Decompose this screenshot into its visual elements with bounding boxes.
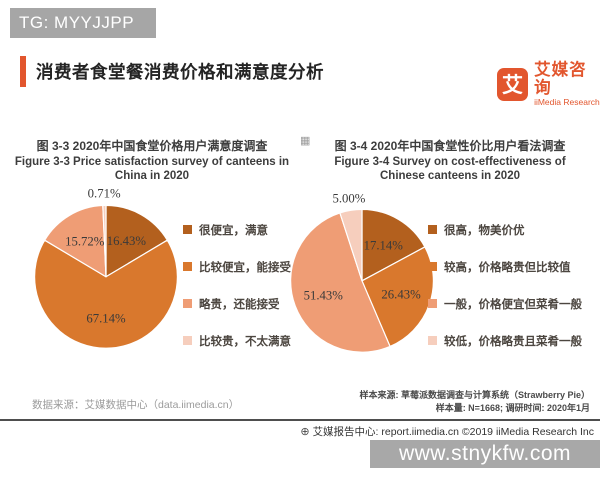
legend-label: 一般，价格便宜但菜肴一般 bbox=[444, 298, 582, 311]
pie-slice bbox=[105, 204, 168, 278]
pie-slice bbox=[34, 239, 178, 349]
watermark-url: www.stnykfw.com bbox=[370, 440, 600, 468]
chart-title-en: Figure 3-4 Survey on cost-effectiveness … bbox=[334, 156, 566, 182]
telegram-badge: TG: MYYJJPP bbox=[10, 8, 156, 38]
pie-value-label: 67.14% bbox=[86, 311, 126, 325]
legend-item: 较高，价格略贵但比较值 bbox=[428, 259, 598, 274]
legend-item: 比较便宜，能接受 bbox=[183, 259, 301, 274]
chart-title-right: 图 3-4 2020年中国食堂性价比用户看法调查 Figure 3-4 Surv… bbox=[306, 139, 594, 183]
legend-label: 较低，价格略贵且菜肴一般 bbox=[444, 335, 582, 348]
legend-swatch bbox=[183, 262, 192, 271]
brand-logo-icon: 艾 bbox=[497, 67, 529, 101]
footer-divider bbox=[0, 419, 600, 421]
pie-value-label: 17.14% bbox=[364, 239, 404, 253]
brand-name-en: iiMedia Research bbox=[534, 97, 600, 107]
pie-svg: 17.14% 26.43% 51.43% 5.00% bbox=[290, 192, 434, 353]
legend-item: 很高，物美价优 bbox=[428, 222, 598, 237]
legend-item: 很便宜，满意 bbox=[183, 222, 301, 237]
report-center-line: ⊕ 艾媒报告中心: report.iimedia.cn ©2019 iiMedia… bbox=[300, 424, 594, 439]
chart-title-cn: 图 3-3 2020年中国食堂价格用户满意度调查 bbox=[36, 139, 268, 153]
pie-slice bbox=[361, 208, 426, 282]
globe-icon: ⊕ bbox=[300, 426, 310, 438]
legend-item: 一般，价格便宜但菜肴一般 bbox=[428, 296, 598, 311]
legend-swatch bbox=[428, 225, 437, 234]
legend-label: 很便宜，满意 bbox=[199, 224, 268, 237]
pie-value-label: 5.00% bbox=[332, 192, 365, 206]
legend-item: 比较贵，不太满意 bbox=[183, 333, 301, 348]
legend-swatch bbox=[183, 299, 192, 308]
title-accent-bar bbox=[20, 56, 26, 87]
pie-value-label: 0.71% bbox=[88, 186, 121, 200]
pie-slice bbox=[339, 208, 363, 282]
pie-value-label: 26.43% bbox=[381, 288, 421, 302]
sample-size-line: 样本量: N=1668; 调研时间: 2020年1月 bbox=[435, 403, 590, 413]
pie-value-label: 15.72% bbox=[65, 235, 105, 249]
legend-swatch bbox=[183, 336, 192, 345]
chart-legend: 很便宜，满意比较便宜，能接受 略贵，还能接受 比较贵，不太满意 bbox=[183, 222, 301, 370]
legend-swatch bbox=[428, 336, 437, 345]
legend-swatch bbox=[428, 299, 437, 308]
brand-name-cn: 艾媒咨询 bbox=[534, 61, 587, 97]
legend-swatch bbox=[428, 262, 437, 271]
legend-label: 比较贵，不太满意 bbox=[199, 335, 291, 348]
pie-svg: 16.43% 67.14% 15.72% 0.71% bbox=[34, 186, 178, 349]
report-center-text: 艾媒报告中心: report.iimedia.cn ©2019 iiMedia … bbox=[312, 426, 594, 438]
chart-title-en: Figure 3-3 Price satisfaction survey of … bbox=[14, 156, 290, 182]
pie-value-label: 16.43% bbox=[107, 234, 147, 248]
chart-legend: 很高，物美价优较高，价格略贵但比较值 一般，价格便宜但菜肴一般 较低，价格略贵且菜肴… bbox=[428, 222, 598, 370]
legend-label: 略贵，还能接受 bbox=[199, 298, 280, 311]
legend-label: 很高，物美价优 bbox=[444, 224, 525, 237]
legend-item: 较低，价格略贵且菜肴一般 bbox=[428, 333, 598, 348]
brand-text: 艾媒咨询 iiMedia Research bbox=[534, 61, 600, 107]
pie-slice bbox=[44, 204, 107, 278]
legend-label: 比较便宜，能接受 bbox=[199, 261, 291, 274]
brand-logo: 艾 艾媒咨询 iiMedia Research bbox=[497, 61, 600, 107]
sample-source-line: 样本来源: 草莓派数据调查与计算系统（Strawberry Pie） bbox=[359, 390, 590, 400]
sample-info-block: 样本来源: 草莓派数据调查与计算系统（Strawberry Pie） 样本量: … bbox=[359, 389, 590, 415]
pie-slice bbox=[290, 212, 391, 353]
pie-slice bbox=[102, 204, 107, 278]
qr-icon: ▦ bbox=[300, 135, 311, 147]
chart-title-left: 图 3-3 2020年中国食堂价格用户满意度调查 Figure 3-3 Pric… bbox=[8, 139, 296, 183]
chart-title-cn: 图 3-4 2020年中国食堂性价比用户看法调查 bbox=[334, 139, 566, 153]
page-title: 消费者食堂餐消费价格和满意度分析 bbox=[36, 62, 324, 82]
legend-item: 略贵，还能接受 bbox=[183, 296, 301, 311]
legend-swatch bbox=[183, 225, 192, 234]
legend-label: 较高，价格略贵但比较值 bbox=[444, 261, 571, 274]
page-header: 消费者食堂餐消费价格和满意度分析 bbox=[20, 56, 324, 87]
pie-value-label: 51.43% bbox=[304, 289, 344, 303]
data-source-note: 数据来源：艾媒数据中心（data.iimedia.cn） bbox=[32, 399, 240, 411]
